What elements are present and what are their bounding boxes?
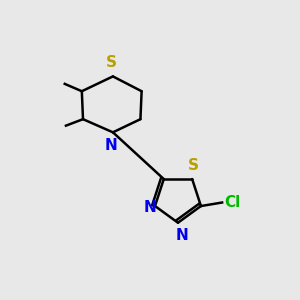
Text: S: S — [188, 158, 199, 173]
Text: S: S — [106, 55, 117, 70]
Text: N: N — [175, 228, 188, 243]
Text: Cl: Cl — [224, 195, 241, 210]
Text: N: N — [105, 138, 118, 153]
Text: N: N — [143, 200, 156, 215]
